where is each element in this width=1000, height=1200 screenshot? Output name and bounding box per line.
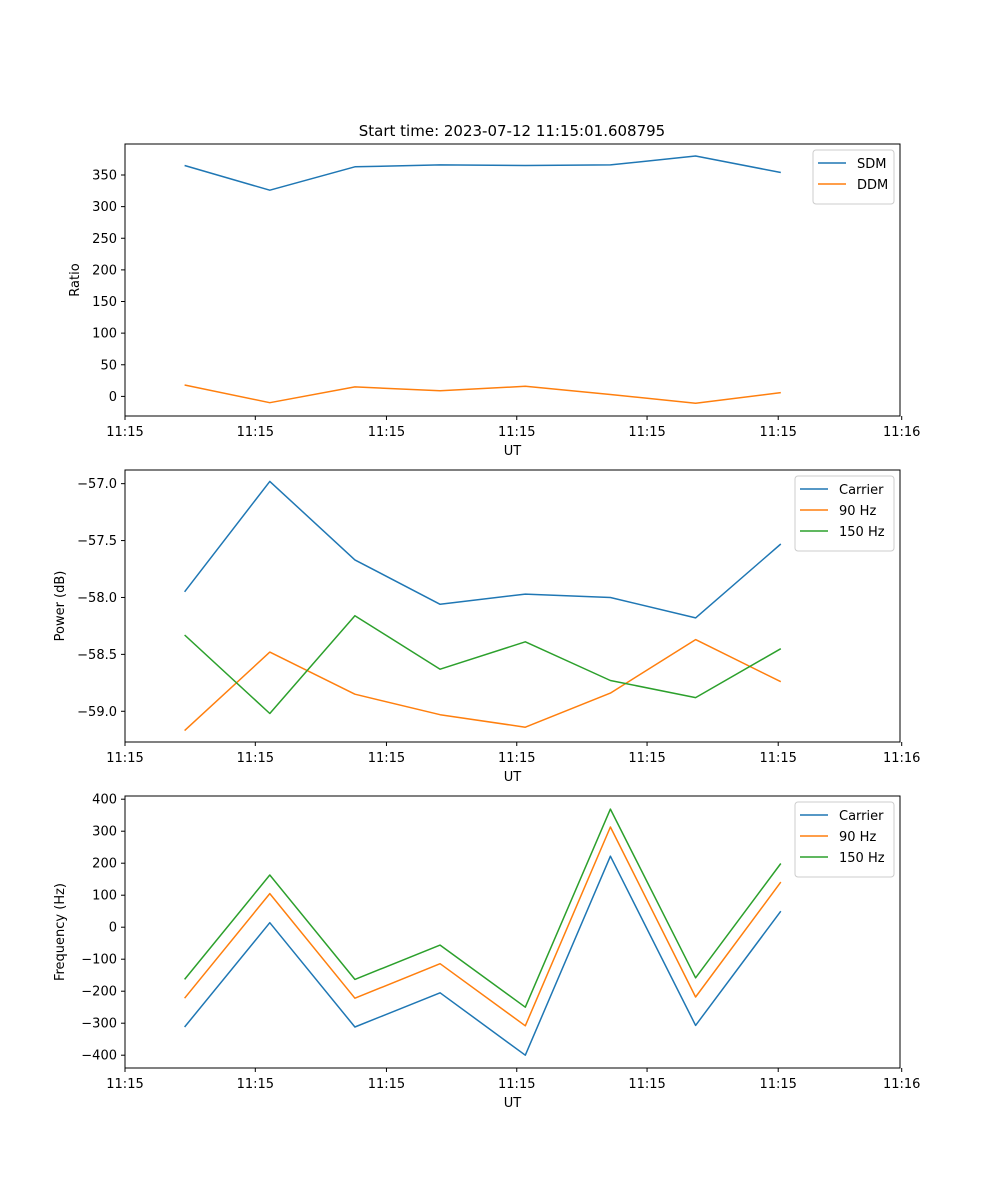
y-tick-label: 400 [92, 793, 117, 808]
series-line-ddm [184, 384, 781, 405]
legend-label: Carrier [839, 483, 884, 498]
y-tick-label: 200 [92, 263, 117, 278]
legend: SDM DDM [812, 149, 895, 205]
legend-label: 90 Hz [839, 504, 876, 519]
x-axis-label: UT [504, 770, 522, 785]
plot-frame [124, 469, 901, 743]
x-axis-label: UT [504, 444, 522, 459]
series-line-90-hz [184, 638, 782, 732]
x-tick-label: 11:15 [759, 425, 796, 440]
legend-box [794, 801, 895, 878]
x-tick-label: 11:15 [498, 751, 535, 766]
legend-label: 150 Hz [839, 525, 885, 540]
y-tick-label: −300 [81, 1017, 117, 1032]
y-tick-label: −58.5 [77, 648, 117, 663]
series-line-carrier [184, 855, 782, 1056]
x-tick-label: 11:15 [237, 1077, 274, 1092]
y-tick-label: 150 [92, 295, 117, 310]
y-tick-label: 250 [92, 232, 117, 247]
legend-label: Carrier [839, 809, 884, 824]
x-tick-label: 11:15 [237, 425, 274, 440]
legend-box [794, 475, 895, 552]
x-tick-label: 11:15 [368, 751, 405, 766]
x-tick-label: 11:15 [106, 425, 143, 440]
x-tick-label: 11:15 [759, 1077, 796, 1092]
chart-panel-3: 400 300 200 100 0 −100 −200 −300 −400 11:15 11:15 1… [53, 793, 920, 1111]
plot-frame [124, 795, 901, 1069]
x-tick-label: 11:16 [883, 1077, 920, 1092]
y-tick-label: −59.0 [77, 705, 117, 720]
y-tick-label: 0 [109, 921, 117, 936]
x-tick-label: 11:16 [883, 751, 920, 766]
x-tick-label: 11:15 [498, 425, 535, 440]
y-tick-label: −100 [81, 953, 117, 968]
y-tick-label: 50 [100, 358, 117, 373]
x-tick-label: 11:15 [759, 751, 796, 766]
series-line-sdm [184, 155, 781, 191]
y-tick-label: 300 [92, 200, 117, 215]
legend: Carrier 90 Hz 150 Hz [794, 475, 895, 552]
legend: Carrier 90 Hz 150 Hz [794, 801, 895, 878]
legend-label: SDM [857, 157, 886, 172]
y-tick-label: −57.0 [77, 477, 117, 492]
series-line-90-hz [184, 826, 782, 1027]
y-tick-label: −400 [81, 1049, 117, 1064]
chart-panel-2: −57.0 −57.5 −58.0 −58.5 −59.0 11:15 11:15 11:15… [53, 469, 920, 785]
y-tick-label: 0 [109, 390, 117, 405]
y-tick-label: −200 [81, 985, 117, 1000]
legend-label: 150 Hz [839, 851, 885, 866]
y-axis-label: Power (dB) [53, 571, 68, 642]
legend-label: 90 Hz [839, 830, 876, 845]
x-tick-label: 11:15 [368, 1077, 405, 1092]
y-tick-label: −57.5 [77, 534, 117, 549]
x-tick-label: 11:15 [368, 425, 405, 440]
y-tick-label: 100 [92, 327, 117, 342]
x-tick-label: 11:16 [883, 425, 920, 440]
x-tick-label: 11:15 [628, 1077, 665, 1092]
x-tick-label: 11:15 [237, 751, 274, 766]
series-line-carrier [184, 480, 782, 619]
legend-label: DDM [857, 178, 888, 193]
series-line-150-hz [184, 808, 782, 1008]
figure-title: Start time: 2023-07-12 11:15:01.608795 [359, 122, 665, 140]
x-tick-label: 11:15 [498, 1077, 535, 1092]
y-tick-label: 200 [92, 857, 117, 872]
x-tick-label: 11:15 [628, 425, 665, 440]
x-tick-label: 11:15 [106, 1077, 143, 1092]
x-tick-label: 11:15 [106, 751, 143, 766]
chart-panel-1: 0 50 100 150 200 250 300 350 11:15 11:15 11:15 11:1… [68, 143, 920, 459]
y-tick-label: −58.0 [77, 591, 117, 606]
plot-frame [124, 143, 901, 417]
y-axis-label: Frequency (Hz) [53, 883, 68, 981]
x-tick-label: 11:15 [628, 751, 665, 766]
x-axis-label: UT [504, 1096, 522, 1111]
y-tick-label: 300 [92, 825, 117, 840]
y-axis-label: Ratio [68, 263, 83, 296]
y-tick-label: 100 [92, 889, 117, 904]
series-line-150-hz [184, 614, 782, 715]
y-tick-label: 350 [92, 168, 117, 183]
